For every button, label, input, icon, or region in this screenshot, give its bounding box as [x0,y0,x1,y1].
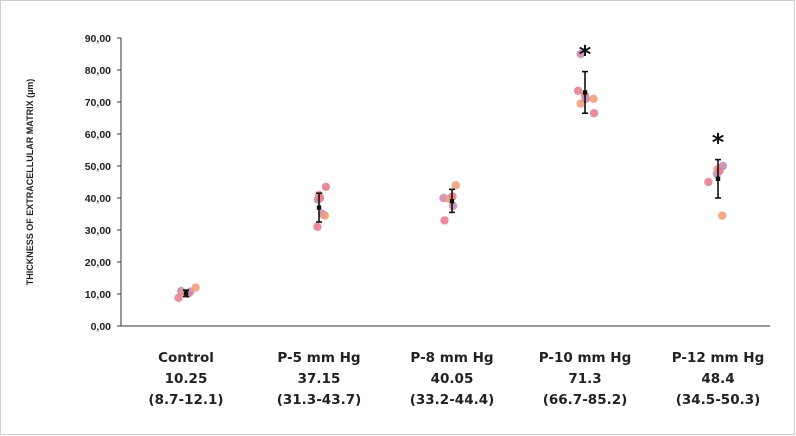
y-axis-ticks: 0,00 10,00 20,00 30,00 40,00 50,00 60,00 70,00 8… [85,33,121,333]
y-tick-label: 80,00 [85,65,111,77]
data-point [191,283,200,292]
category-name: P-5 mm Hg [277,350,360,366]
data-point [704,177,713,187]
y-axis-title: THICKNESS OF EXTRACELLULAR MATRIX (µm) [25,79,35,286]
category-range: (33.2-44.4) [410,392,495,408]
data-points [174,49,727,303]
data-point [573,86,583,96]
y-tick-label: 60,00 [85,129,111,141]
category-name: P-12 mm Hg [672,350,765,366]
data-point [174,293,183,303]
category-range: (31.3-43.7) [277,392,362,408]
mean-marker [449,199,455,204]
category-median: 10.25 [165,371,208,387]
y-tick-label: 0,00 [91,321,112,333]
category-median: 71.3 [568,371,601,387]
data-point [321,182,331,191]
mean-marker [715,176,721,181]
category-range: (34.5-50.3) [676,392,761,408]
y-tick-label: 10,00 [85,289,111,301]
data-point [718,161,727,171]
data-point [576,49,585,59]
data-point [718,211,727,220]
y-tick-label: 40,00 [85,193,111,205]
data-point [589,109,599,118]
y-tick-label: 70,00 [85,97,111,109]
data-point [448,201,458,211]
significance-markers: ** [579,41,725,157]
significance-star: * [712,129,725,157]
axes [120,38,770,327]
category-range: (8.7-12.1) [148,392,223,408]
data-point [440,216,449,225]
mean-marker [582,90,588,95]
data-point [451,181,460,190]
category-range: (66.7-85.2) [543,392,628,408]
y-tick-label: 90,00 [85,33,111,45]
error-bars [183,70,721,298]
data-point [313,222,322,231]
mean-marker [316,205,322,210]
category-name: P-8 mm Hg [410,350,493,366]
data-point [320,211,330,220]
category-name: Control [158,350,214,366]
y-tick-label: 30,00 [85,225,111,237]
significance-star: * [579,41,592,69]
y-tick-label: 50,00 [85,161,111,173]
category-median: 37.15 [298,371,341,387]
category-name: P-10 mm Hg [539,350,632,366]
y-tick-label: 20,00 [85,257,111,269]
category-labels: Control 10.25 (8.7-12.1) P-5 mm Hg 37.15 (31.… [148,350,764,408]
category-median: 40.05 [431,371,474,387]
data-point [589,94,598,104]
mean-marker [183,291,189,296]
category-median: 48.4 [701,371,734,387]
data-point [315,193,325,203]
